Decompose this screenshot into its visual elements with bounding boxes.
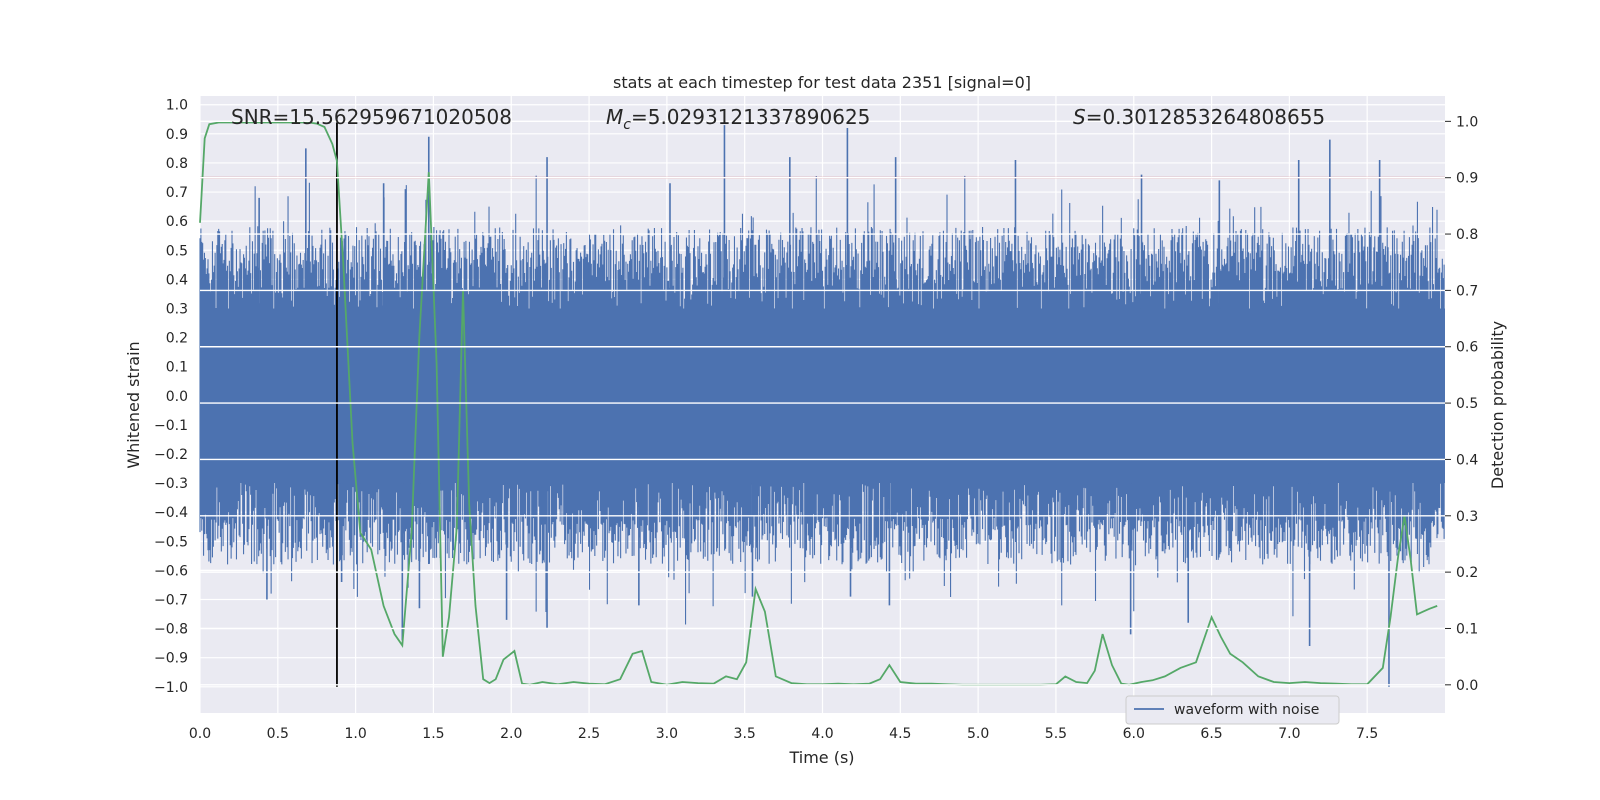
- s-symbol: S: [1073, 105, 1086, 129]
- y-tick-label: −0.3: [154, 476, 188, 492]
- y-tick-label: −1.0: [154, 680, 188, 696]
- legend-label: waveform with noise: [1174, 702, 1319, 718]
- x-tick-label: 7.0: [1278, 726, 1300, 742]
- x-tick-label: 4.0: [811, 726, 833, 742]
- chirp-mass-annotation: Mc=5.0293121337890625: [606, 105, 870, 133]
- x-tick-label: 5.0: [967, 726, 989, 742]
- y2-gridlines: [200, 120, 1445, 686]
- x-tick-label: 6.0: [1123, 726, 1145, 742]
- legend-box: [1125, 695, 1340, 725]
- y-tick-label: −0.2: [154, 447, 188, 463]
- y2-tick-label: 0.7: [1456, 283, 1478, 299]
- y-tick-label: 0.8: [166, 156, 188, 172]
- x-tick-label: 7.5: [1356, 726, 1378, 742]
- y2-axis-label: Detection probability: [1488, 321, 1507, 489]
- x-tick-label: 6.5: [1200, 726, 1222, 742]
- x-tick-label: 0.0: [189, 726, 211, 742]
- detection-probability-series: [199, 121, 1438, 686]
- chirp-mass-value: =5.0293121337890625: [631, 105, 870, 129]
- waveform-core: [200, 308, 1445, 484]
- x-tick-label: 3.0: [656, 726, 678, 742]
- y2-tick-label: 0.5: [1456, 396, 1478, 412]
- y-tick-label: 0.0: [166, 389, 188, 405]
- chirp-mass-symbol: M: [606, 105, 623, 129]
- x-tick-label: 1.0: [344, 726, 366, 742]
- y-tick-label: 0.1: [166, 360, 188, 376]
- y-tick-label: 0.3: [166, 301, 188, 317]
- y-tick-label: 0.9: [166, 127, 188, 143]
- y-tick-label: −0.7: [154, 592, 188, 608]
- x-tick-labels: 0.0 0.5 1.0 1.5 2.0 2.5 3.0 3.5 4.0 4.5 5.0 5.5 6.0 6…: [189, 726, 1378, 742]
- y-tick-label: 1.0: [166, 98, 188, 114]
- chart-title: stats at each timestep for test data 235…: [613, 73, 1031, 92]
- x-tick-label: 5.5: [1045, 726, 1067, 742]
- y-tick-label: 0.5: [166, 243, 188, 259]
- y2-tick-label: 0.1: [1456, 621, 1478, 637]
- y-axis-label: Whitened strain: [124, 341, 143, 468]
- y2-tick-label: 1.0: [1456, 114, 1478, 130]
- y-tick-label: −0.9: [154, 651, 188, 667]
- x-axis-label: Time (s): [788, 748, 854, 767]
- waveform-series: [199, 125, 1445, 687]
- y2-tick-label: 0.6: [1456, 340, 1478, 356]
- y2-tick-label: 0.8: [1456, 227, 1478, 243]
- y-tick-labels: 1.0 0.9 0.8 0.7 0.6 0.5 0.4 0.3 0.2 0.1 0.0 −0.1 −0.…: [154, 98, 188, 696]
- legend: waveform with noise: [1125, 695, 1340, 725]
- y-tick-label: −0.1: [154, 418, 188, 434]
- x-tick-label: 1.5: [422, 726, 444, 742]
- y-tick-label: 0.7: [166, 185, 188, 201]
- x-tick-label: 2.5: [578, 726, 600, 742]
- x-tick-label: 0.5: [267, 726, 289, 742]
- x-tick-label: 2.0: [500, 726, 522, 742]
- y2-tick-label: 0.0: [1456, 678, 1478, 694]
- s-annotation: S=0.3012853264808655: [1073, 105, 1325, 129]
- y-tick-label: −0.6: [154, 563, 188, 579]
- chirp-mass-subscript: c: [623, 117, 631, 133]
- y2-tick-label: 0.3: [1456, 509, 1478, 525]
- y-tick-label: 0.2: [166, 331, 188, 347]
- y-tick-label: −0.5: [154, 534, 188, 550]
- y-tick-label: −0.8: [154, 622, 188, 638]
- y2-tick-label: 0.2: [1456, 565, 1478, 581]
- y2-tick-label: 0.9: [1456, 171, 1478, 187]
- x-tick-label: 4.5: [889, 726, 911, 742]
- y-tick-label: 0.6: [166, 214, 188, 230]
- y-tick-label: −0.4: [154, 505, 188, 521]
- snr-annotation: SNR=15.562959671020508: [231, 105, 512, 129]
- y2-tick-labels: 1.0 0.9 0.8 0.7 0.6 0.5 0.4 0.3 0.2 0.1 0.0: [1445, 114, 1478, 694]
- s-value: =0.3012853264808655: [1086, 105, 1325, 129]
- y-tick-label: 0.4: [166, 272, 188, 288]
- x-tick-label: 3.5: [734, 726, 756, 742]
- y2-tick-label: 0.4: [1456, 452, 1478, 468]
